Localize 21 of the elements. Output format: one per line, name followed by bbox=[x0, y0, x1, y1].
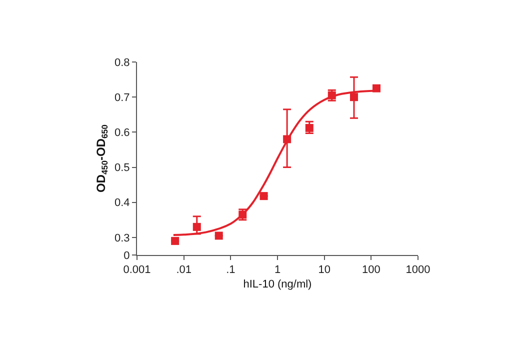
y-tick-label: 0.3 bbox=[114, 232, 130, 244]
y-tick-label: 0.8 bbox=[114, 56, 130, 69]
x-tick-label: 100 bbox=[362, 264, 380, 276]
point bbox=[372, 84, 380, 92]
point bbox=[260, 192, 268, 200]
y-tick-label: 0.5 bbox=[114, 162, 130, 174]
point bbox=[171, 236, 180, 245]
y-tick-label: 0.4 bbox=[114, 197, 130, 210]
x-tick-label: 1000 bbox=[406, 264, 430, 276]
y-tick-label: 0.7 bbox=[114, 92, 130, 104]
x-axis-title: hIL-10 (ng/ml) bbox=[243, 278, 312, 290]
point bbox=[350, 93, 358, 102]
x-tick-label: .01 bbox=[176, 264, 192, 276]
x-tick-label: .1 bbox=[226, 264, 236, 276]
x-tick-label: 0.001 bbox=[123, 264, 151, 276]
point bbox=[214, 232, 223, 240]
point bbox=[192, 222, 201, 231]
y-tick-label: 0 bbox=[124, 250, 130, 262]
y-tick-label: 0.6 bbox=[114, 127, 130, 140]
x-tick-label: 1 bbox=[274, 264, 281, 276]
x-tick-label: 10 bbox=[318, 264, 330, 276]
